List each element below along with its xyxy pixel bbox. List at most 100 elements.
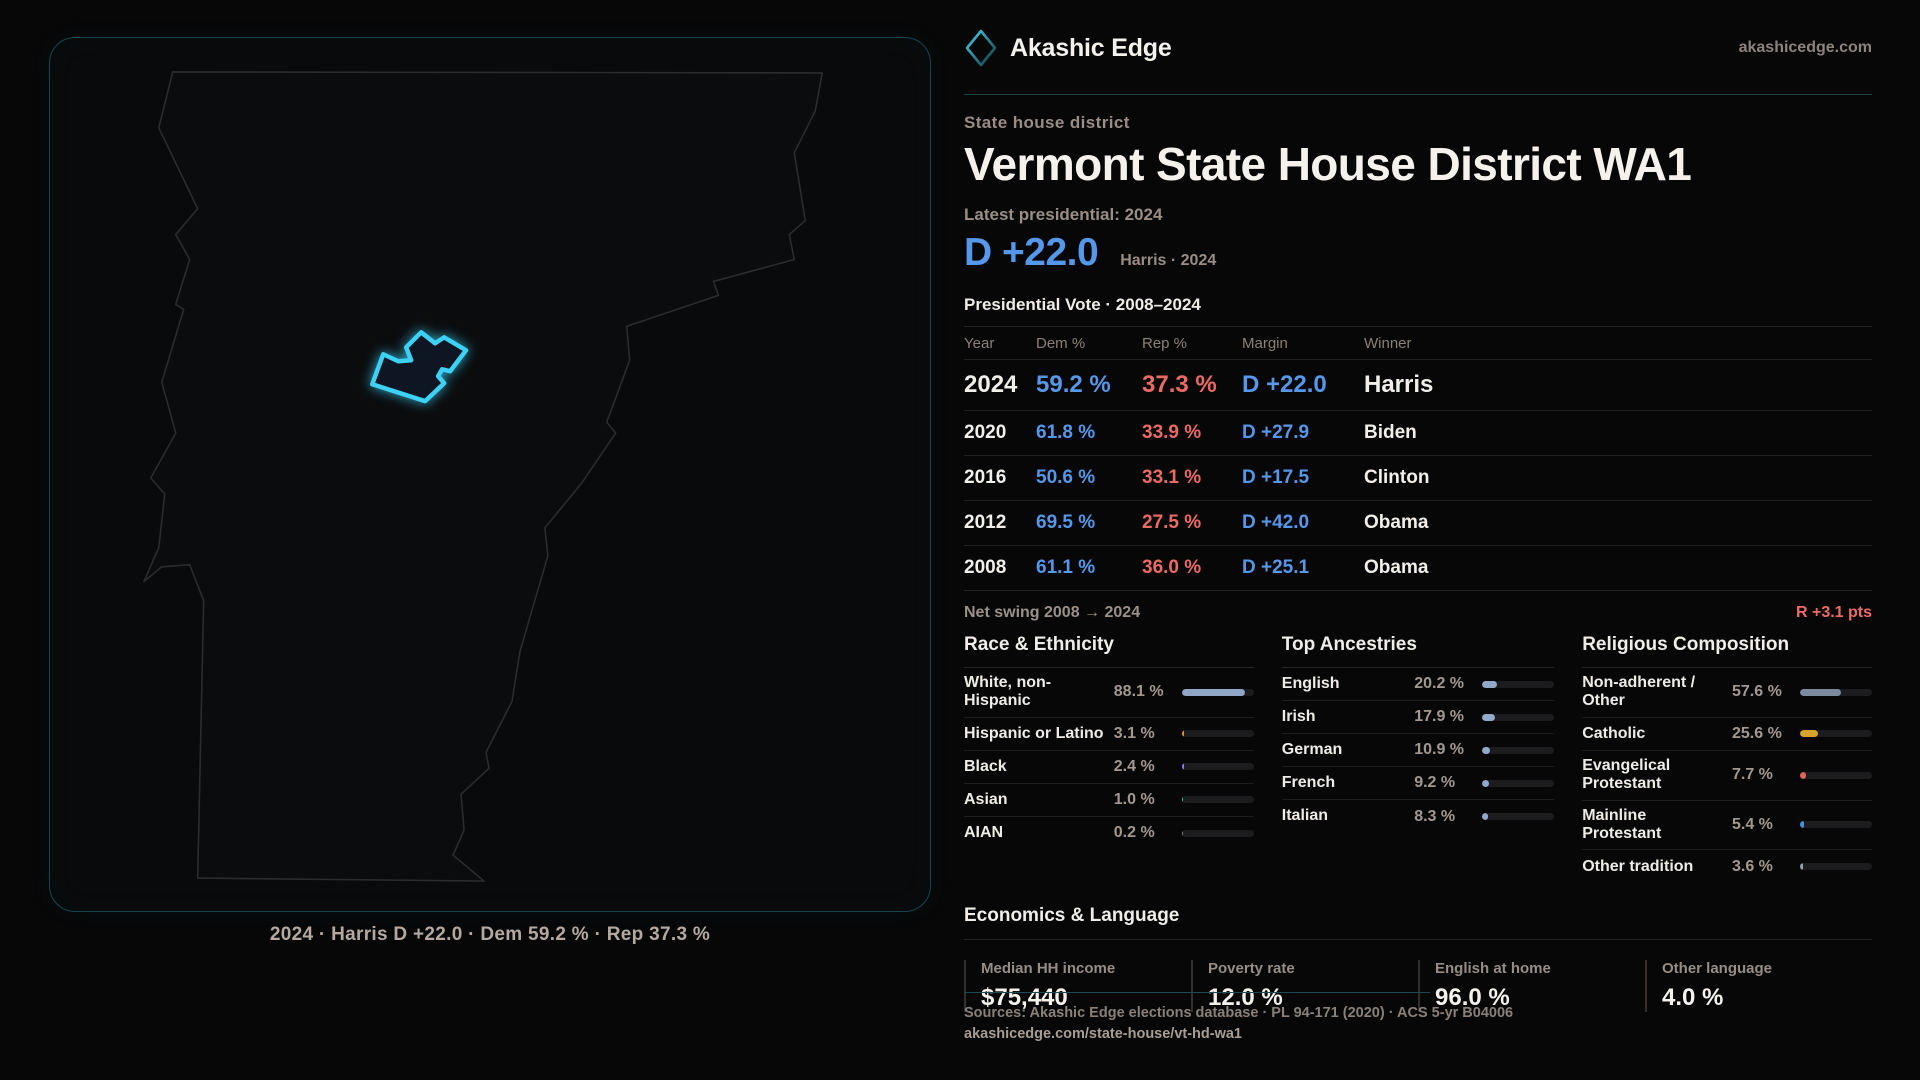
demo-label: Evangelical Protestant [1582,756,1671,793]
demo-label: German [1281,740,1343,758]
demo-bar [1799,688,1872,696]
stat-tile: Other language 4.0 % [1645,960,1872,1013]
demo-bar [1799,863,1872,871]
map-panel [49,37,931,912]
vote-cell-dem: 61.8 % [1036,422,1096,443]
vote-cell-year: 2020 [964,422,1007,443]
demo-row: Catholic 25.6 % [1582,718,1872,751]
demo-bar-fill [1181,730,1184,738]
demo-column-title: Religious Composition [1582,634,1872,668]
vote-header-cell: Winner [1364,334,1412,352]
stat-label: Other language [1662,960,1773,978]
demo-bar-fill [1799,771,1806,779]
demo-bar-fill [1482,779,1489,787]
demo-bar-fill [1482,813,1489,820]
page-title: Vermont State House District WA1 [964,138,1692,190]
vote-cell-dem: 69.5 % [1036,512,1096,533]
demo-row: Italian 8.3 % [1281,800,1555,833]
demo-column: Religious Composition Non-adherent / Othe… [1582,634,1872,883]
demo-label: Italian [1281,807,1329,825]
net-swing-label: Net swing 2008 → 2024 [964,604,1141,621]
demo-row: German 10.9 % [1281,734,1555,767]
demo-label: Catholic [1582,724,1646,742]
demo-label: Asian [964,790,1008,808]
demo-value: 10.9 % [1414,741,1465,758]
demo-label: Black [964,757,1007,775]
vote-row: 2024 59.2 % 37.3 % D +22.0 Harris [964,359,1872,410]
demo-row: French 9.2 % [1281,767,1555,800]
vote-row: 2020 61.8 % 33.9 % D +27.9 Biden [964,410,1872,455]
demo-bar-fill [1181,688,1246,696]
demo-value: 9.2 % [1414,774,1456,791]
district-shape [370,330,469,404]
demo-value: 2.4 % [1113,757,1155,775]
stat-tile: Median HH income $75,440 [964,960,1191,1013]
stat-tile: Poverty rate 12.0 % [1191,960,1418,1013]
demo-row: Asian 1.0 % [964,784,1254,817]
state-outline [142,71,824,882]
stat-value: 12.0 % [1208,984,1283,1012]
demo-bar-fill [1482,746,1491,754]
demo-bar [1482,779,1555,787]
demo-value: 0.2 % [1113,824,1155,842]
header-divider [964,94,1872,95]
vote-cell-margin: D +17.5 [1242,467,1310,488]
state-map [142,71,824,882]
vote-cell-year: 2016 [964,467,1007,488]
demo-bar-fill [1482,713,1496,721]
demo-row: Black 2.4 % [964,751,1254,784]
demo-bar [1799,730,1872,738]
demo-row: English 20.2 % [1281,668,1555,701]
demo-label: Irish [1281,707,1316,725]
demo-row: Evangelical Protestant 7.7 % [1582,751,1872,801]
footer-divider [964,992,1430,993]
demo-value: 20.2 % [1414,675,1465,692]
vote-cell-winner: Clinton [1364,467,1430,488]
vote-row: 2016 50.6 % 33.1 % D +17.5 Clinton [964,455,1872,500]
latest-presidential-label: Latest presidential: 2024 [964,205,1163,224]
vote-cell-margin: D +27.9 [1242,422,1310,443]
economics-title: Economics & Language [964,905,1872,941]
vote-table: Year Dem % Rep % Margin Winner 2024 59.2 % 37.… [964,326,1872,591]
demo-label: AIAN [964,824,1004,842]
demo-bar-fill [1482,680,1497,688]
vote-cell-dem: 61.1 % [1036,557,1096,578]
vote-header-cell: Rep % [1142,334,1188,352]
vote-cell-winner: Obama [1364,557,1429,578]
sources-text: Sources: Akashic Edge elections database… [964,1005,1514,1021]
demo-value: 17.9 % [1414,708,1465,725]
demo-row: AIAN 0.2 % [964,817,1254,850]
demo-bar [1482,680,1555,688]
vote-row: 2008 61.1 % 36.0 % D +25.1 Obama [964,545,1872,590]
demo-bar [1799,771,1872,779]
demo-row: Mainline Protestant 5.4 % [1582,801,1872,851]
vote-cell-winner: Biden [1364,422,1417,443]
header-bar: Akashic Edge akashicedge.com [964,0,1872,68]
map-caption: 2024 · Harris D +22.0 · Dem 59.2 % · Rep… [269,924,711,945]
demo-column-title: Top Ancestries [1281,634,1555,668]
demo-value: 5.4 % [1731,815,1773,833]
vote-cell-rep: 33.1 % [1142,467,1202,488]
demo-label: French [1281,773,1336,791]
demo-bar [1181,688,1254,696]
demo-label: Other tradition [1582,857,1694,875]
vote-cell-dem: 59.2 % [1036,371,1111,398]
vote-table-title: Presidential Vote · 2008–2024 [964,295,1201,314]
vote-cell-year: 2024 [964,371,1018,398]
demo-label: Hispanic or Latino [964,724,1104,742]
vote-cell-dem: 50.6 % [1036,467,1096,488]
demo-bar [1181,730,1254,738]
demo-bar-fill [1181,763,1184,771]
margin-note: Harris · 2024 [1120,252,1217,269]
demo-label: English [1281,674,1340,692]
site-link[interactable]: akashicedge.com [1738,39,1872,56]
vote-table-header: Year Dem % Rep % Margin Winner [964,327,1872,359]
detail-panel: Akashic Edge akashicedge.com State house… [964,0,1872,1080]
demo-bar-fill [1181,796,1183,804]
stat-value: $75,440 [981,984,1068,1012]
stat-label: Poverty rate [1208,960,1295,978]
demo-bar [1181,829,1254,837]
diamond-logo-icon [965,29,997,67]
demo-bar [1181,763,1254,771]
page-url[interactable]: akashicedge.com/state-house/vt-hd-wa1 [964,1026,1242,1042]
